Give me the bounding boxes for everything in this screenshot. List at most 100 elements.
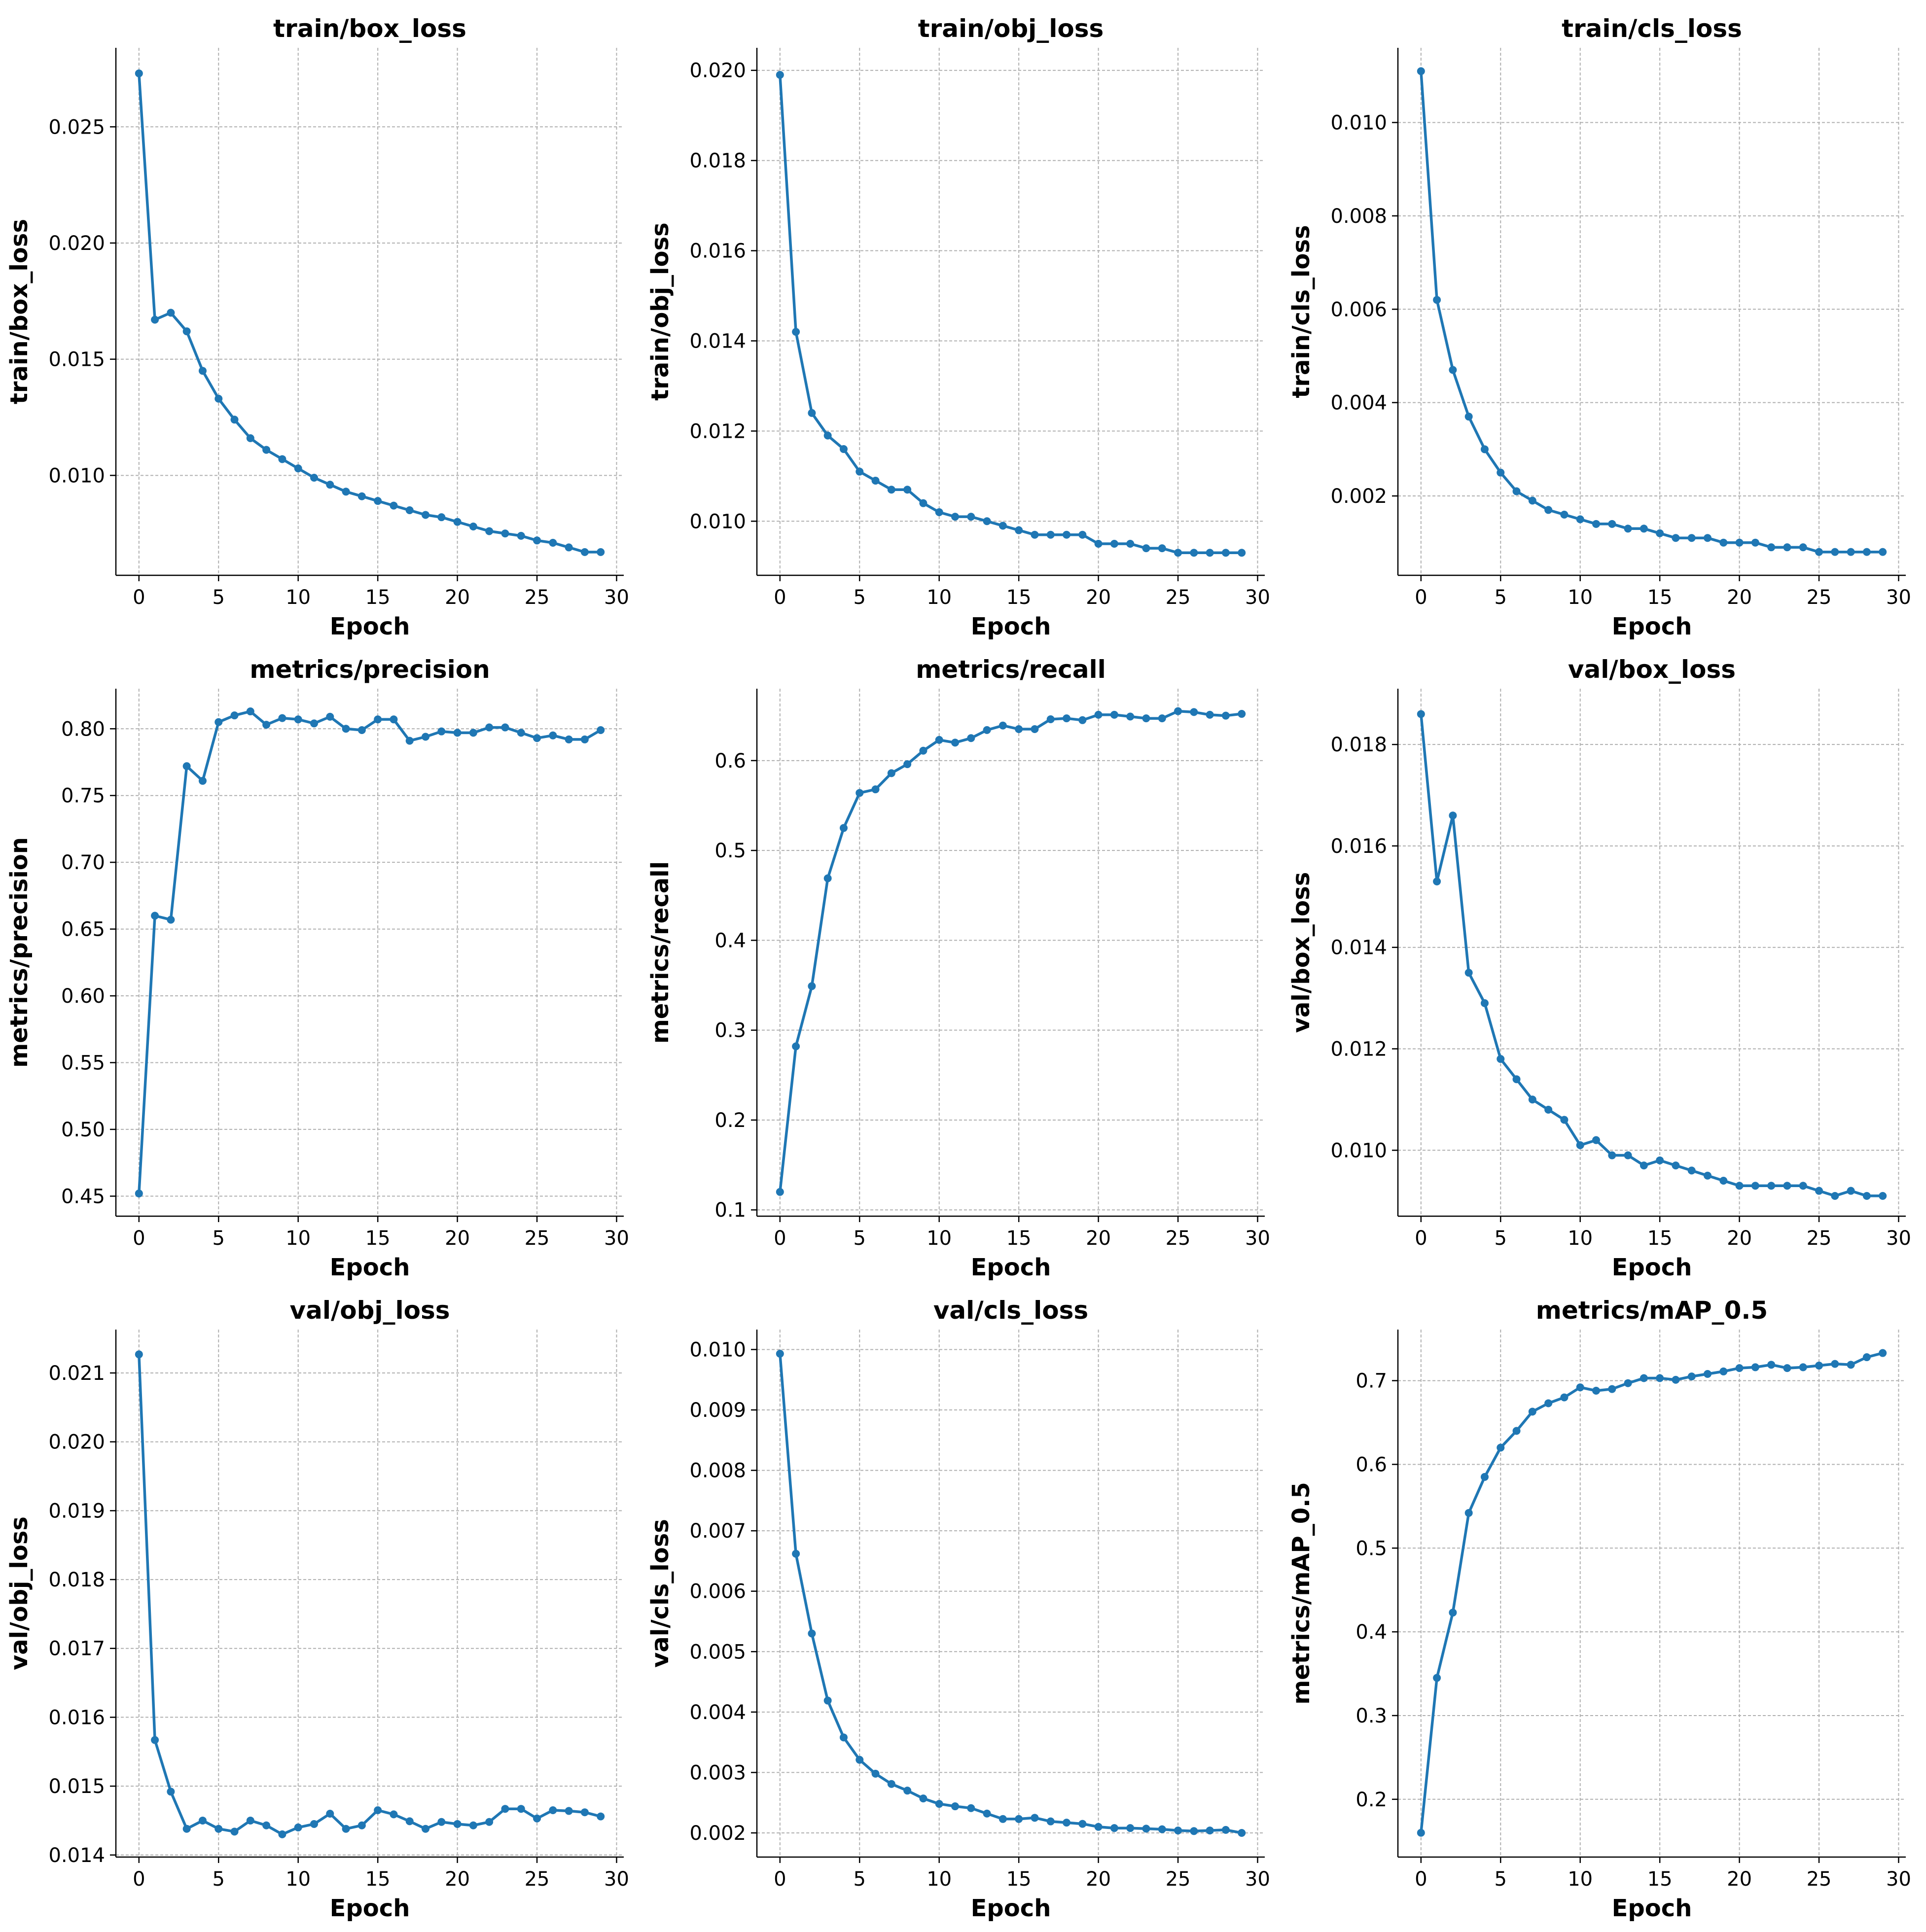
data-point <box>1417 710 1425 718</box>
y-tick-label: 0.019 <box>48 1500 105 1522</box>
data-point <box>1640 525 1648 533</box>
data-point <box>1158 544 1166 553</box>
data-point <box>935 736 943 744</box>
data-point <box>374 497 382 505</box>
data-point <box>469 729 477 737</box>
data-point <box>580 735 589 743</box>
data-point <box>310 719 318 728</box>
data-point <box>1704 1171 1712 1180</box>
data-point <box>167 309 175 317</box>
data-point <box>517 531 525 540</box>
data-point <box>342 1825 350 1833</box>
data-point <box>1624 1379 1632 1387</box>
data-point <box>1704 1370 1712 1378</box>
data-point <box>485 1818 494 1826</box>
data-point <box>856 789 864 797</box>
data-point <box>1063 1819 1071 1827</box>
data-point <box>310 474 318 482</box>
data-point <box>903 760 912 769</box>
data-point <box>326 481 334 489</box>
data-point <box>422 733 430 741</box>
data-point <box>135 1189 143 1197</box>
data-point <box>1879 1192 1887 1200</box>
data-point <box>1497 468 1505 477</box>
data-point <box>999 1815 1007 1823</box>
data-point <box>565 735 573 743</box>
data-point <box>951 513 959 521</box>
x-tick-label: 5 <box>1495 1868 1507 1891</box>
y-tick-label: 0.006 <box>1330 298 1387 321</box>
data-point <box>580 1808 589 1817</box>
data-point <box>1576 1383 1584 1392</box>
data-point <box>182 762 191 771</box>
data-point <box>182 327 191 336</box>
data-point <box>135 1350 143 1359</box>
data-point <box>839 1733 848 1742</box>
x-axis-label: Epoch <box>330 1895 410 1922</box>
data-point <box>501 529 509 538</box>
y-tick-label: 0.014 <box>1330 937 1387 959</box>
x-tick-label: 25 <box>1166 1227 1191 1250</box>
data-point <box>1592 1386 1600 1395</box>
data-point <box>342 725 350 733</box>
data-point <box>533 734 541 742</box>
x-tick-label: 20 <box>1086 1227 1111 1250</box>
data-point <box>198 1816 207 1825</box>
x-tick-label: 0 <box>1415 1227 1427 1250</box>
x-axis-label: Epoch <box>1612 613 1692 640</box>
x-tick-label: 20 <box>1086 1868 1111 1891</box>
data-point <box>485 527 494 535</box>
y-axis-label: metrics/precision <box>5 837 33 1068</box>
data-point <box>437 513 446 522</box>
data-point <box>1221 549 1230 557</box>
data-point <box>501 723 509 732</box>
data-point <box>1544 506 1553 514</box>
data-point <box>1078 716 1087 724</box>
data-point <box>1158 714 1166 723</box>
data-point <box>776 1188 784 1196</box>
x-tick-label: 30 <box>1886 1868 1911 1891</box>
data-point <box>1815 1187 1823 1195</box>
data-point <box>1238 549 1246 557</box>
y-tick-label: 0.016 <box>48 1706 105 1729</box>
data-point <box>1560 510 1569 519</box>
data-point <box>919 1794 927 1803</box>
y-tick-label: 0.3 <box>1355 1705 1387 1727</box>
y-tick-label: 0.6 <box>1355 1453 1387 1476</box>
data-point <box>935 508 943 516</box>
data-point <box>1190 1827 1198 1835</box>
data-point <box>549 731 557 739</box>
x-tick-label: 10 <box>927 586 952 609</box>
data-point <box>1656 1156 1664 1164</box>
y-tick-label: 0.020 <box>48 232 105 255</box>
chart-metrics-recall-panel: 0 5 10 15 20 25 30 0.1 0.2 0.3 0.4 0.5 0.6 metrics/re… <box>646 655 1270 1281</box>
y-tick-label: 0.4 <box>714 929 746 952</box>
data-point <box>1417 1828 1425 1837</box>
x-tick-label: 20 <box>445 1868 470 1891</box>
data-point <box>1238 710 1246 718</box>
data-point <box>342 488 350 496</box>
data-point <box>792 328 800 336</box>
y-axis-label: train/cls_loss <box>1287 225 1315 398</box>
data-point <box>839 824 848 832</box>
data-point <box>294 1823 302 1831</box>
x-tick-label: 30 <box>1245 1868 1270 1891</box>
y-tick-label: 0.55 <box>61 1052 105 1074</box>
x-tick-label: 30 <box>1886 1227 1911 1250</box>
data-point <box>1433 877 1441 885</box>
data-point <box>1815 1362 1823 1370</box>
data-point <box>1094 1823 1103 1831</box>
data-point <box>1576 515 1584 524</box>
data-point <box>1094 710 1103 719</box>
data-point <box>1433 1674 1441 1682</box>
data-point <box>151 316 159 324</box>
x-tick-label: 25 <box>1807 586 1832 609</box>
data-point <box>1078 530 1087 539</box>
data-point <box>230 416 239 424</box>
chart-val-cls-loss-panel: 0 5 10 15 20 25 30 0.002 0.003 0.004 0.005 0.006 0.0… <box>646 1296 1270 1922</box>
data-point <box>1847 1361 1855 1369</box>
data-point <box>1015 1815 1023 1823</box>
data-point <box>1624 1151 1632 1159</box>
data-point <box>1799 1363 1807 1371</box>
y-tick-label: 0.002 <box>1330 485 1387 508</box>
